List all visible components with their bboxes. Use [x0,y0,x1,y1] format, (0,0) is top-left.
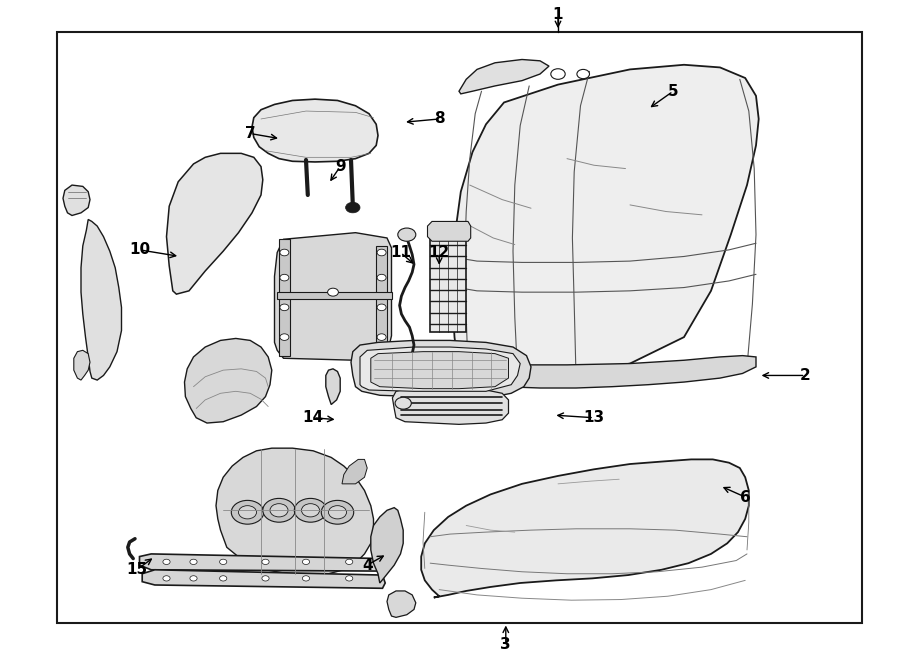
Polygon shape [279,239,290,356]
Polygon shape [63,185,90,215]
Circle shape [395,397,411,409]
Polygon shape [342,459,367,484]
Polygon shape [166,153,263,294]
Circle shape [280,274,289,281]
Text: 11: 11 [390,245,411,260]
Circle shape [377,249,386,256]
Polygon shape [430,235,466,332]
Circle shape [377,274,386,281]
Polygon shape [326,369,340,405]
Polygon shape [428,221,471,241]
Circle shape [280,304,289,311]
Circle shape [220,559,227,564]
Circle shape [231,500,264,524]
Polygon shape [74,350,90,380]
Circle shape [280,249,289,256]
Polygon shape [421,459,749,598]
Polygon shape [216,448,374,575]
Polygon shape [277,292,392,299]
Circle shape [190,576,197,581]
Circle shape [163,559,170,564]
Circle shape [302,576,310,581]
Polygon shape [360,347,520,391]
Circle shape [163,576,170,581]
Polygon shape [57,32,862,623]
Polygon shape [252,99,378,162]
Circle shape [238,506,256,519]
Text: 14: 14 [302,410,324,425]
Circle shape [190,559,197,564]
Polygon shape [140,554,385,571]
Polygon shape [459,356,756,388]
Circle shape [551,69,565,79]
Text: 12: 12 [428,245,450,260]
Circle shape [262,559,269,564]
Circle shape [577,69,590,79]
Circle shape [302,504,319,517]
Polygon shape [392,389,508,424]
Text: 5: 5 [668,84,679,98]
Circle shape [294,498,327,522]
Polygon shape [81,219,122,380]
Text: 1: 1 [553,7,563,22]
Circle shape [346,559,353,564]
Circle shape [302,559,310,564]
Circle shape [321,500,354,524]
Text: 6: 6 [740,490,751,504]
Text: 13: 13 [583,410,605,425]
Circle shape [328,506,346,519]
Circle shape [398,228,416,241]
Polygon shape [142,570,385,588]
Text: 15: 15 [126,563,148,577]
Polygon shape [452,65,759,378]
Polygon shape [459,59,549,94]
Circle shape [346,202,360,213]
Text: 3: 3 [500,637,511,652]
Polygon shape [371,352,508,389]
Polygon shape [184,338,272,423]
Circle shape [270,504,288,517]
Text: 8: 8 [434,112,445,126]
Text: 4: 4 [362,558,373,572]
Polygon shape [376,246,387,356]
Text: 7: 7 [245,126,256,141]
Polygon shape [387,591,416,617]
Polygon shape [274,233,392,360]
Circle shape [328,288,338,296]
Polygon shape [371,508,403,583]
Circle shape [377,304,386,311]
Circle shape [280,334,289,340]
Circle shape [220,576,227,581]
Circle shape [263,498,295,522]
Circle shape [346,576,353,581]
Text: 10: 10 [129,243,150,257]
Circle shape [377,334,386,340]
Text: 9: 9 [335,159,346,174]
Text: 2: 2 [800,368,811,383]
Polygon shape [351,340,531,398]
Circle shape [262,576,269,581]
